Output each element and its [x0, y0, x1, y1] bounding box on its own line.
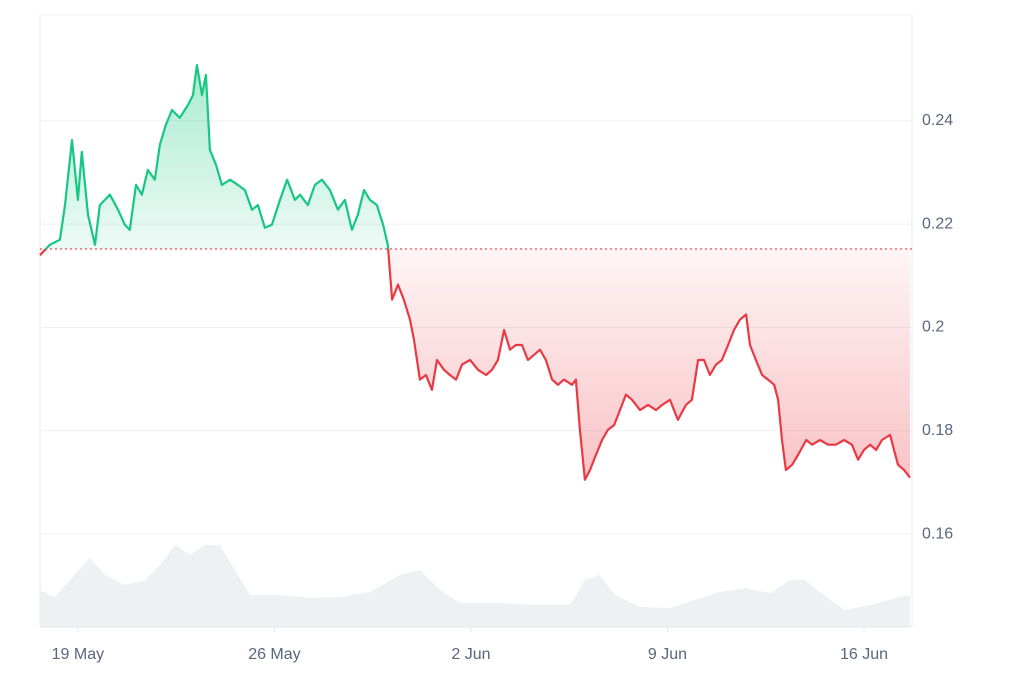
y-tick-label: 0.24	[922, 112, 953, 129]
y-tick-label: 0.18	[922, 422, 953, 439]
y-tick-label: 0.16	[922, 525, 953, 542]
x-tick-label: 26 May	[248, 646, 300, 663]
x-tick-label: 16 Jun	[840, 646, 888, 663]
y-tick-label: 0.22	[922, 215, 953, 232]
price-line	[39, 63, 911, 481]
y-tick-label: 0.2	[922, 319, 944, 336]
price-area	[40, 65, 911, 480]
volume-area	[40, 545, 911, 627]
x-tick-label: 2 Jun	[451, 646, 490, 663]
x-tick-label: 19 May	[52, 646, 104, 663]
x-tick-label: 9 Jun	[648, 646, 687, 663]
